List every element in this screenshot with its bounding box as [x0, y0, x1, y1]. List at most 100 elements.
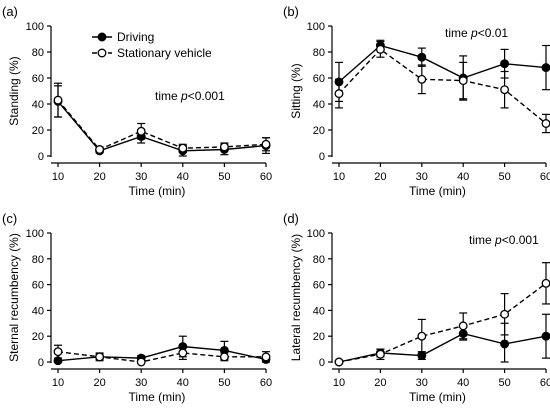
data-point	[136, 357, 146, 367]
series-line	[57, 99, 267, 151]
legend: Driving Stationary vehicle	[92, 30, 212, 60]
data-point	[219, 352, 229, 362]
data-point	[541, 63, 550, 73]
data-point	[261, 352, 271, 362]
y-tick-label: 40	[313, 99, 325, 111]
data-point	[95, 145, 105, 154]
y-tick-label: 20	[32, 125, 44, 137]
data-point	[136, 126, 146, 136]
y-tick-label: 60	[32, 73, 44, 85]
panel-4: 0 20 40 60 80 100 10 20 30 40 50 60 Time (min) Latera…	[283, 211, 550, 404]
y-tick-label: 100	[26, 21, 44, 33]
y-axis-title: Sitting (%)	[289, 63, 303, 118]
x-tick-label: 50	[498, 171, 510, 183]
series-driving	[335, 39, 550, 103]
data-point	[334, 77, 344, 87]
data-point	[458, 321, 468, 331]
legend-label-driving: Driving	[117, 30, 154, 44]
y-tick-label: 0	[38, 357, 44, 369]
panel-label: (a)	[2, 4, 18, 19]
x-tick-label: 10	[52, 171, 64, 183]
x-tick-label: 20	[374, 171, 386, 183]
panel-label: (d)	[283, 211, 299, 226]
y-tick-label: 0	[319, 151, 325, 163]
x-tick-label: 20	[93, 377, 105, 389]
series-line	[57, 345, 267, 362]
x-tick-label: 10	[52, 377, 64, 389]
y-tick-label: 100	[307, 228, 325, 240]
data-point	[500, 339, 510, 349]
x-tick-label: 40	[177, 377, 189, 389]
data-point	[178, 143, 188, 153]
annotation-prefix: time	[155, 89, 181, 103]
data-point	[261, 139, 271, 149]
series-line	[57, 100, 267, 152]
legend-label-stationary: Stationary vehicle	[117, 46, 212, 60]
significance-annotation: time p<0.01	[445, 26, 508, 40]
data-point	[375, 44, 385, 54]
annotation-p: p	[470, 26, 478, 40]
x-tick-label: 60	[540, 377, 550, 389]
x-tick-label: 20	[93, 171, 105, 183]
data-point	[417, 74, 427, 84]
data-point	[500, 59, 510, 69]
x-tick-label: 50	[218, 377, 230, 389]
significance-annotation: time p<0.001	[155, 89, 225, 103]
y-tick-label: 20	[32, 331, 44, 343]
data-point	[178, 348, 188, 358]
data-point	[417, 52, 427, 62]
data-point	[541, 278, 550, 288]
data-point	[417, 351, 427, 360]
data-point	[334, 89, 344, 99]
y-tick-label: 60	[32, 280, 44, 292]
significance-annotation: time p<0.001	[469, 233, 539, 247]
annotation-suffix: <0.001	[502, 233, 539, 247]
y-tick-label: 80	[313, 254, 325, 266]
x-tick-label: 50	[498, 377, 510, 389]
y-tick-label: 80	[32, 47, 44, 59]
x-tick-label: 30	[135, 171, 147, 183]
y-tick-label: 60	[313, 73, 325, 85]
y-tick-label: 0	[319, 357, 325, 369]
x-tick-label: 30	[416, 377, 428, 389]
x-tick-label: 60	[260, 377, 272, 389]
series-stationary	[335, 40, 550, 134]
series-driving	[338, 313, 550, 363]
series-line	[338, 332, 547, 363]
annotation-p: p	[180, 89, 188, 103]
data-point	[458, 329, 468, 339]
panel-1: 0 20 40 60 80 100 10 20 30 40 50 60 Time (min) Standi…	[2, 4, 272, 198]
x-axis-title: Time (min)	[129, 184, 186, 198]
y-tick-label: 20	[313, 331, 325, 343]
x-tick-label: 40	[177, 171, 189, 183]
y-axis-title: Lateral recumbency (%)	[289, 234, 303, 361]
y-axis-title: Standing (%)	[7, 56, 21, 125]
x-tick-label: 10	[333, 171, 345, 183]
annotation-suffix: <0.001	[188, 89, 225, 103]
data-point	[53, 347, 63, 357]
x-axis-title: Time (min)	[409, 390, 466, 404]
y-axis-title: Sternal recumbency (%)	[7, 233, 21, 362]
x-tick-label: 40	[457, 377, 469, 389]
data-point	[541, 119, 550, 128]
series-stationary	[338, 262, 550, 363]
x-tick-label: 10	[333, 377, 345, 389]
data-point	[541, 331, 550, 341]
annotation-suffix: <0.01	[478, 26, 509, 40]
y-tick-label: 100	[307, 21, 325, 33]
data-point	[53, 356, 63, 366]
data-point	[219, 142, 229, 152]
data-point	[500, 309, 510, 319]
data-point	[417, 331, 427, 341]
series-line	[338, 282, 547, 363]
panel-2: 0 20 40 60 80 100 10 20 30 40 50 60 Time (min) Sittin…	[283, 4, 550, 198]
panel-label: (b)	[283, 4, 299, 19]
x-tick-label: 30	[416, 171, 428, 183]
y-tick-label: 60	[313, 280, 325, 292]
annotation-p: p	[494, 233, 502, 247]
annotation-prefix: time	[445, 26, 471, 40]
data-point	[95, 352, 105, 362]
y-tick-label: 0	[38, 151, 44, 163]
x-axis-title: Time (min)	[409, 184, 466, 198]
